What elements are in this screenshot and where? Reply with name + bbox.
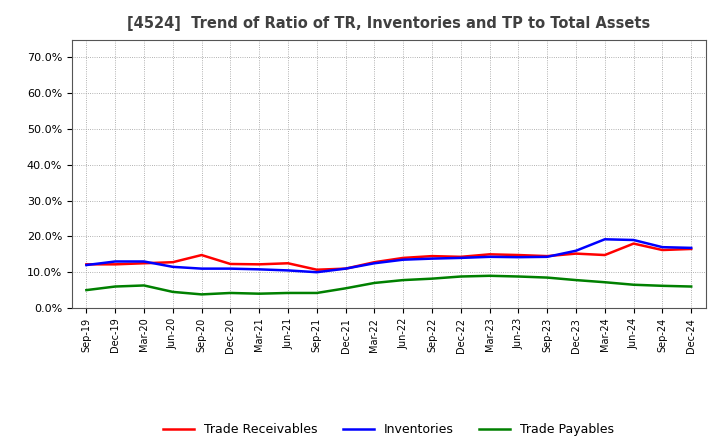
Inventories bbox=[82, 262, 91, 268]
Trade Payables bbox=[197, 292, 206, 297]
Trade Payables bbox=[370, 280, 379, 286]
Trade Payables bbox=[658, 283, 667, 289]
Trade Receivables bbox=[312, 267, 321, 272]
Inventories bbox=[255, 267, 264, 272]
Trade Payables bbox=[687, 284, 696, 289]
Line: Inventories: Inventories bbox=[86, 239, 691, 272]
Trade Payables bbox=[456, 274, 465, 279]
Inventories bbox=[428, 256, 436, 261]
Trade Receivables bbox=[658, 247, 667, 253]
Trade Receivables bbox=[572, 251, 580, 256]
Trade Receivables bbox=[82, 262, 91, 267]
Inventories bbox=[572, 248, 580, 253]
Inventories bbox=[284, 268, 292, 273]
Trade Payables bbox=[255, 291, 264, 296]
Inventories bbox=[370, 260, 379, 266]
Inventories bbox=[658, 245, 667, 250]
Trade Receivables bbox=[168, 260, 177, 265]
Inventories bbox=[312, 270, 321, 275]
Trade Payables bbox=[514, 274, 523, 279]
Trade Payables bbox=[284, 290, 292, 296]
Trade Payables bbox=[543, 275, 552, 280]
Trade Receivables bbox=[543, 253, 552, 259]
Inventories bbox=[111, 259, 120, 264]
Inventories bbox=[600, 237, 609, 242]
Trade Receivables bbox=[370, 260, 379, 265]
Trade Payables bbox=[485, 273, 494, 279]
Trade Receivables bbox=[600, 253, 609, 258]
Trade Payables bbox=[111, 284, 120, 289]
Inventories bbox=[514, 255, 523, 260]
Inventories bbox=[140, 259, 148, 264]
Trade Payables bbox=[600, 279, 609, 285]
Line: Trade Payables: Trade Payables bbox=[86, 276, 691, 294]
Inventories bbox=[456, 255, 465, 260]
Trade Receivables bbox=[687, 246, 696, 252]
Trade Payables bbox=[341, 286, 350, 291]
Trade Receivables bbox=[485, 252, 494, 257]
Line: Trade Receivables: Trade Receivables bbox=[86, 244, 691, 270]
Legend: Trade Receivables, Inventories, Trade Payables: Trade Receivables, Inventories, Trade Pa… bbox=[158, 418, 619, 440]
Trade Payables bbox=[399, 278, 408, 283]
Trade Receivables bbox=[341, 266, 350, 271]
Trade Receivables bbox=[284, 260, 292, 266]
Inventories bbox=[629, 237, 638, 242]
Trade Payables bbox=[312, 290, 321, 296]
Trade Receivables bbox=[197, 253, 206, 258]
Trade Payables bbox=[629, 282, 638, 287]
Trade Receivables bbox=[140, 260, 148, 266]
Trade Payables bbox=[82, 287, 91, 293]
Trade Payables bbox=[572, 278, 580, 283]
Trade Payables bbox=[226, 290, 235, 296]
Trade Payables bbox=[168, 289, 177, 294]
Inventories bbox=[197, 266, 206, 271]
Inventories bbox=[485, 254, 494, 260]
Inventories bbox=[341, 266, 350, 271]
Trade Payables bbox=[140, 283, 148, 288]
Inventories bbox=[168, 264, 177, 269]
Trade Receivables bbox=[255, 262, 264, 267]
Inventories bbox=[399, 257, 408, 262]
Inventories bbox=[543, 254, 552, 260]
Trade Receivables bbox=[428, 253, 436, 259]
Inventories bbox=[226, 266, 235, 271]
Trade Receivables bbox=[111, 262, 120, 267]
Trade Receivables bbox=[399, 255, 408, 260]
Inventories bbox=[687, 245, 696, 250]
Trade Receivables bbox=[514, 253, 523, 258]
Trade Receivables bbox=[226, 261, 235, 267]
Title: [4524]  Trend of Ratio of TR, Inventories and TP to Total Assets: [4524] Trend of Ratio of TR, Inventories… bbox=[127, 16, 650, 32]
Trade Receivables bbox=[456, 254, 465, 260]
Trade Receivables bbox=[629, 241, 638, 246]
Trade Payables bbox=[428, 276, 436, 281]
